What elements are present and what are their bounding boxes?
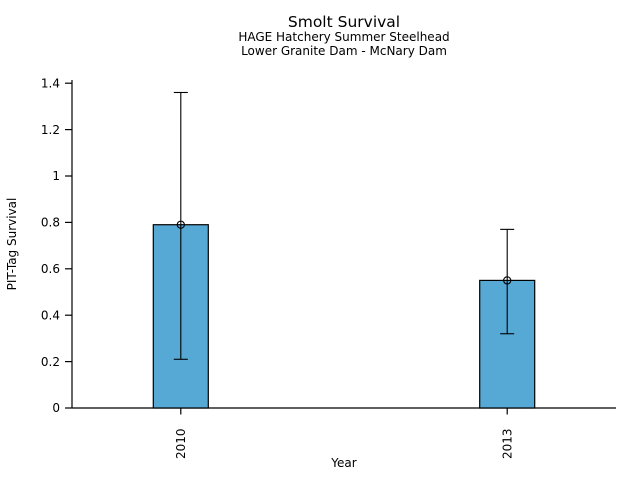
y-tick-label: 0.6 [41, 262, 60, 276]
y-axis-title: PIT-Tag Survival [5, 198, 19, 291]
x-axis-title: Year [330, 456, 356, 470]
point-marker-2010 [176, 220, 185, 229]
chart-subtitle-reach: Lower Granite Dam - McNary Dam [241, 44, 447, 58]
y-tick-label: 1.4 [41, 76, 60, 90]
y-tick-label: 1 [52, 169, 60, 183]
x-tick-label-2010: 2010 [174, 428, 188, 459]
y-tick-label: 1.2 [41, 123, 60, 137]
x-tick-label-2013: 2013 [500, 428, 514, 459]
y-tick-label: 0.4 [41, 308, 60, 322]
y-tick-label: 0.8 [41, 216, 60, 230]
point-marker-2013 [503, 276, 512, 285]
y-tick-label: 0.2 [41, 355, 60, 369]
chart-subtitle-hatchery: HAGE Hatchery Summer Steelhead [238, 30, 449, 44]
chart-title: Smolt Survival [288, 13, 400, 31]
plot-area: 0 0.2 0.4 0.6 0.8 1 1.2 1.4 2010 2013 [41, 76, 616, 459]
y-tick-label: 0 [52, 401, 60, 415]
